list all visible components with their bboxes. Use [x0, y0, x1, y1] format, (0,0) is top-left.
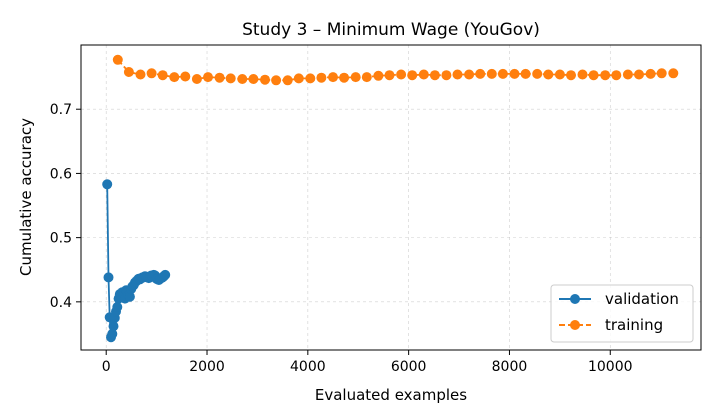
data-point-training — [566, 70, 576, 81]
data-point-validation — [160, 269, 171, 280]
data-point-training — [293, 73, 304, 84]
data-point-training — [634, 69, 644, 80]
data-point-training — [509, 68, 520, 79]
y-axis-label: Cumulative accuracy — [17, 118, 35, 276]
y-tick-label: 0.4 — [50, 295, 72, 311]
data-point-validation — [124, 291, 135, 302]
data-point-validation — [112, 302, 123, 312]
x-tick-label: 0 — [102, 359, 111, 375]
data-point-training — [497, 68, 508, 79]
chart-title: Study 3 – Minimum Wage (YouGov) — [242, 20, 540, 40]
legend-label-validation: validation — [605, 290, 679, 308]
data-point-training — [452, 69, 463, 80]
legend-marker-validation — [570, 294, 580, 304]
data-point-validation — [107, 328, 118, 339]
data-point-training — [441, 70, 452, 81]
x-axis: 0 2000 4000 6000 8000 10000 — [102, 350, 633, 375]
data-point-training — [475, 68, 486, 79]
x-tick-label: 4000 — [290, 359, 326, 375]
x-axis-label: Evaluated examples — [315, 386, 467, 404]
y-tick-label: 0.5 — [50, 231, 72, 247]
data-point-training — [418, 69, 429, 80]
data-point-training — [180, 71, 191, 82]
data-point-training — [429, 70, 440, 81]
data-point-training — [203, 72, 213, 83]
data-point-training — [611, 70, 622, 81]
data-point-training — [339, 72, 350, 83]
x-tick-label: 10000 — [588, 359, 633, 375]
data-point-training — [407, 70, 418, 81]
y-tick-label: 0.6 — [50, 166, 72, 182]
data-point-training — [112, 54, 123, 65]
series-layer — [102, 54, 679, 343]
data-point-training — [146, 68, 157, 79]
data-point-training — [350, 72, 361, 83]
x-tick-label: 8000 — [492, 359, 528, 375]
data-point-training — [328, 72, 338, 83]
data-point-training — [123, 67, 134, 77]
data-point-training — [271, 75, 282, 86]
data-point-validation — [103, 272, 114, 283]
data-point-training — [225, 73, 236, 84]
x-tick-label: 6000 — [391, 359, 427, 375]
data-point-training — [248, 74, 259, 84]
data-point-training — [645, 68, 656, 79]
data-point-training — [316, 72, 327, 83]
data-point-training — [260, 74, 270, 85]
data-point-training — [464, 69, 475, 80]
plot-frame — [80, 44, 702, 351]
data-point-training — [577, 69, 588, 80]
data-point-training — [157, 70, 168, 81]
data-point-training — [532, 68, 543, 79]
legend-label-training: training — [605, 316, 663, 334]
series-training — [112, 54, 679, 86]
data-point-training — [373, 70, 384, 81]
data-point-training — [668, 68, 679, 79]
data-point-training — [622, 69, 633, 80]
data-point-validation — [108, 321, 119, 332]
data-point-training — [600, 70, 611, 81]
data-point-training — [214, 72, 225, 83]
data-point-training — [656, 68, 667, 79]
data-point-training — [384, 70, 395, 81]
series-validation — [102, 179, 171, 343]
data-point-training — [191, 74, 202, 84]
data-point-validation — [102, 179, 113, 190]
data-point-training — [169, 72, 180, 83]
x-tick-label: 2000 — [189, 359, 225, 375]
y-axis: 0.4 0.5 0.6 0.7 — [50, 102, 81, 311]
data-point-training — [486, 68, 497, 79]
data-point-training — [305, 73, 316, 84]
data-point-training — [135, 69, 146, 80]
legend-marker-training — [570, 320, 580, 330]
data-point-training — [588, 70, 599, 81]
data-point-training — [396, 69, 407, 80]
data-point-training — [520, 68, 531, 79]
data-point-training — [543, 69, 554, 80]
y-tick-label: 0.7 — [50, 102, 72, 118]
data-point-training — [237, 74, 248, 84]
data-point-training — [361, 72, 372, 83]
data-point-training — [554, 69, 565, 80]
legend: validation training — [550, 284, 694, 343]
data-point-training — [282, 75, 293, 86]
